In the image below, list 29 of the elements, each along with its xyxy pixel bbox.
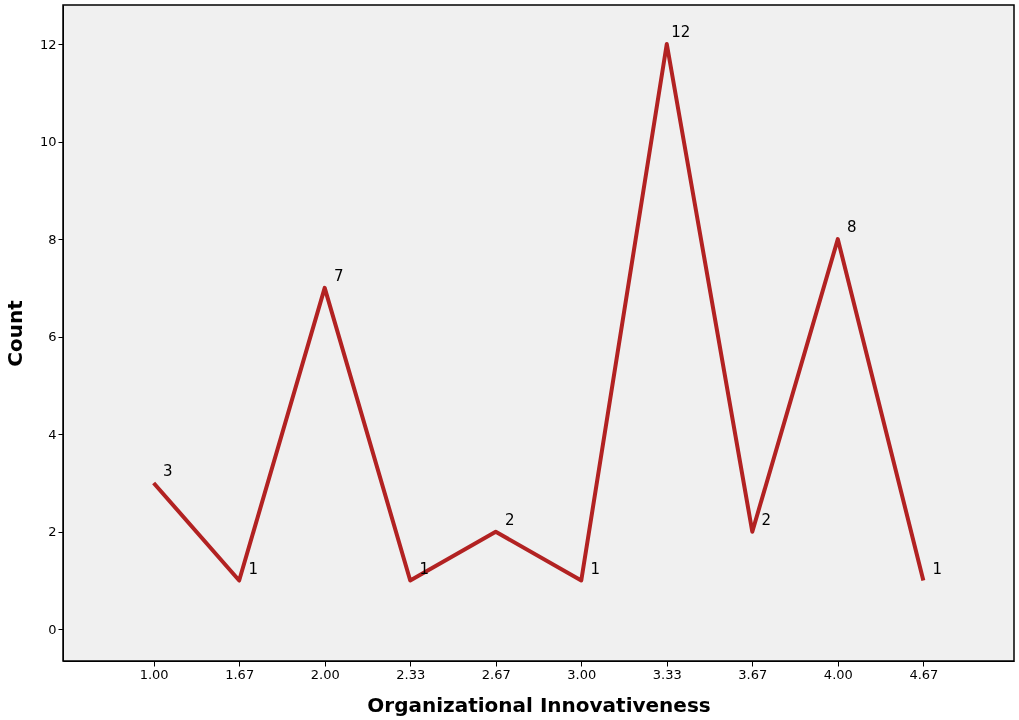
y-tick-label: 2: [48, 524, 57, 540]
x-tick-label: 2.67: [481, 666, 511, 682]
data-label: 1: [248, 559, 258, 578]
x-tick-label: 4.00: [823, 666, 853, 682]
x-tick-label: 2.00: [310, 666, 340, 682]
x-tick-label: 1.67: [225, 666, 255, 682]
y-tick-label: 4: [48, 426, 57, 442]
line-series: [151, 42, 926, 583]
data-label: 7: [333, 266, 344, 285]
y-tick-label: 6: [48, 329, 57, 345]
y-tick-label: 8: [48, 231, 57, 247]
x-tick-label: 3.00: [567, 666, 597, 682]
x-tick-label: 3.33: [652, 666, 682, 682]
data-label: 8: [847, 218, 857, 237]
y-tick-label: 10: [39, 134, 57, 150]
x-axis-title: Organizational Innovativeness: [367, 692, 711, 717]
data-label: 3: [162, 461, 173, 480]
data-label: 12: [671, 23, 691, 42]
x-tick-label: 1.00: [139, 666, 169, 682]
y-tick-label: 12: [39, 36, 57, 52]
x-tick-label: 3.67: [738, 666, 768, 682]
x-tick-label: 4.67: [909, 666, 939, 682]
data-label: 1: [590, 559, 601, 578]
data-label: 1: [932, 559, 943, 578]
y-axis-title: Count: [2, 299, 27, 367]
x-tick-label: 2.33: [396, 666, 426, 682]
data-label: 2: [761, 510, 772, 529]
y-tick-label: 0: [48, 621, 57, 637]
data-label: 2: [504, 510, 515, 529]
